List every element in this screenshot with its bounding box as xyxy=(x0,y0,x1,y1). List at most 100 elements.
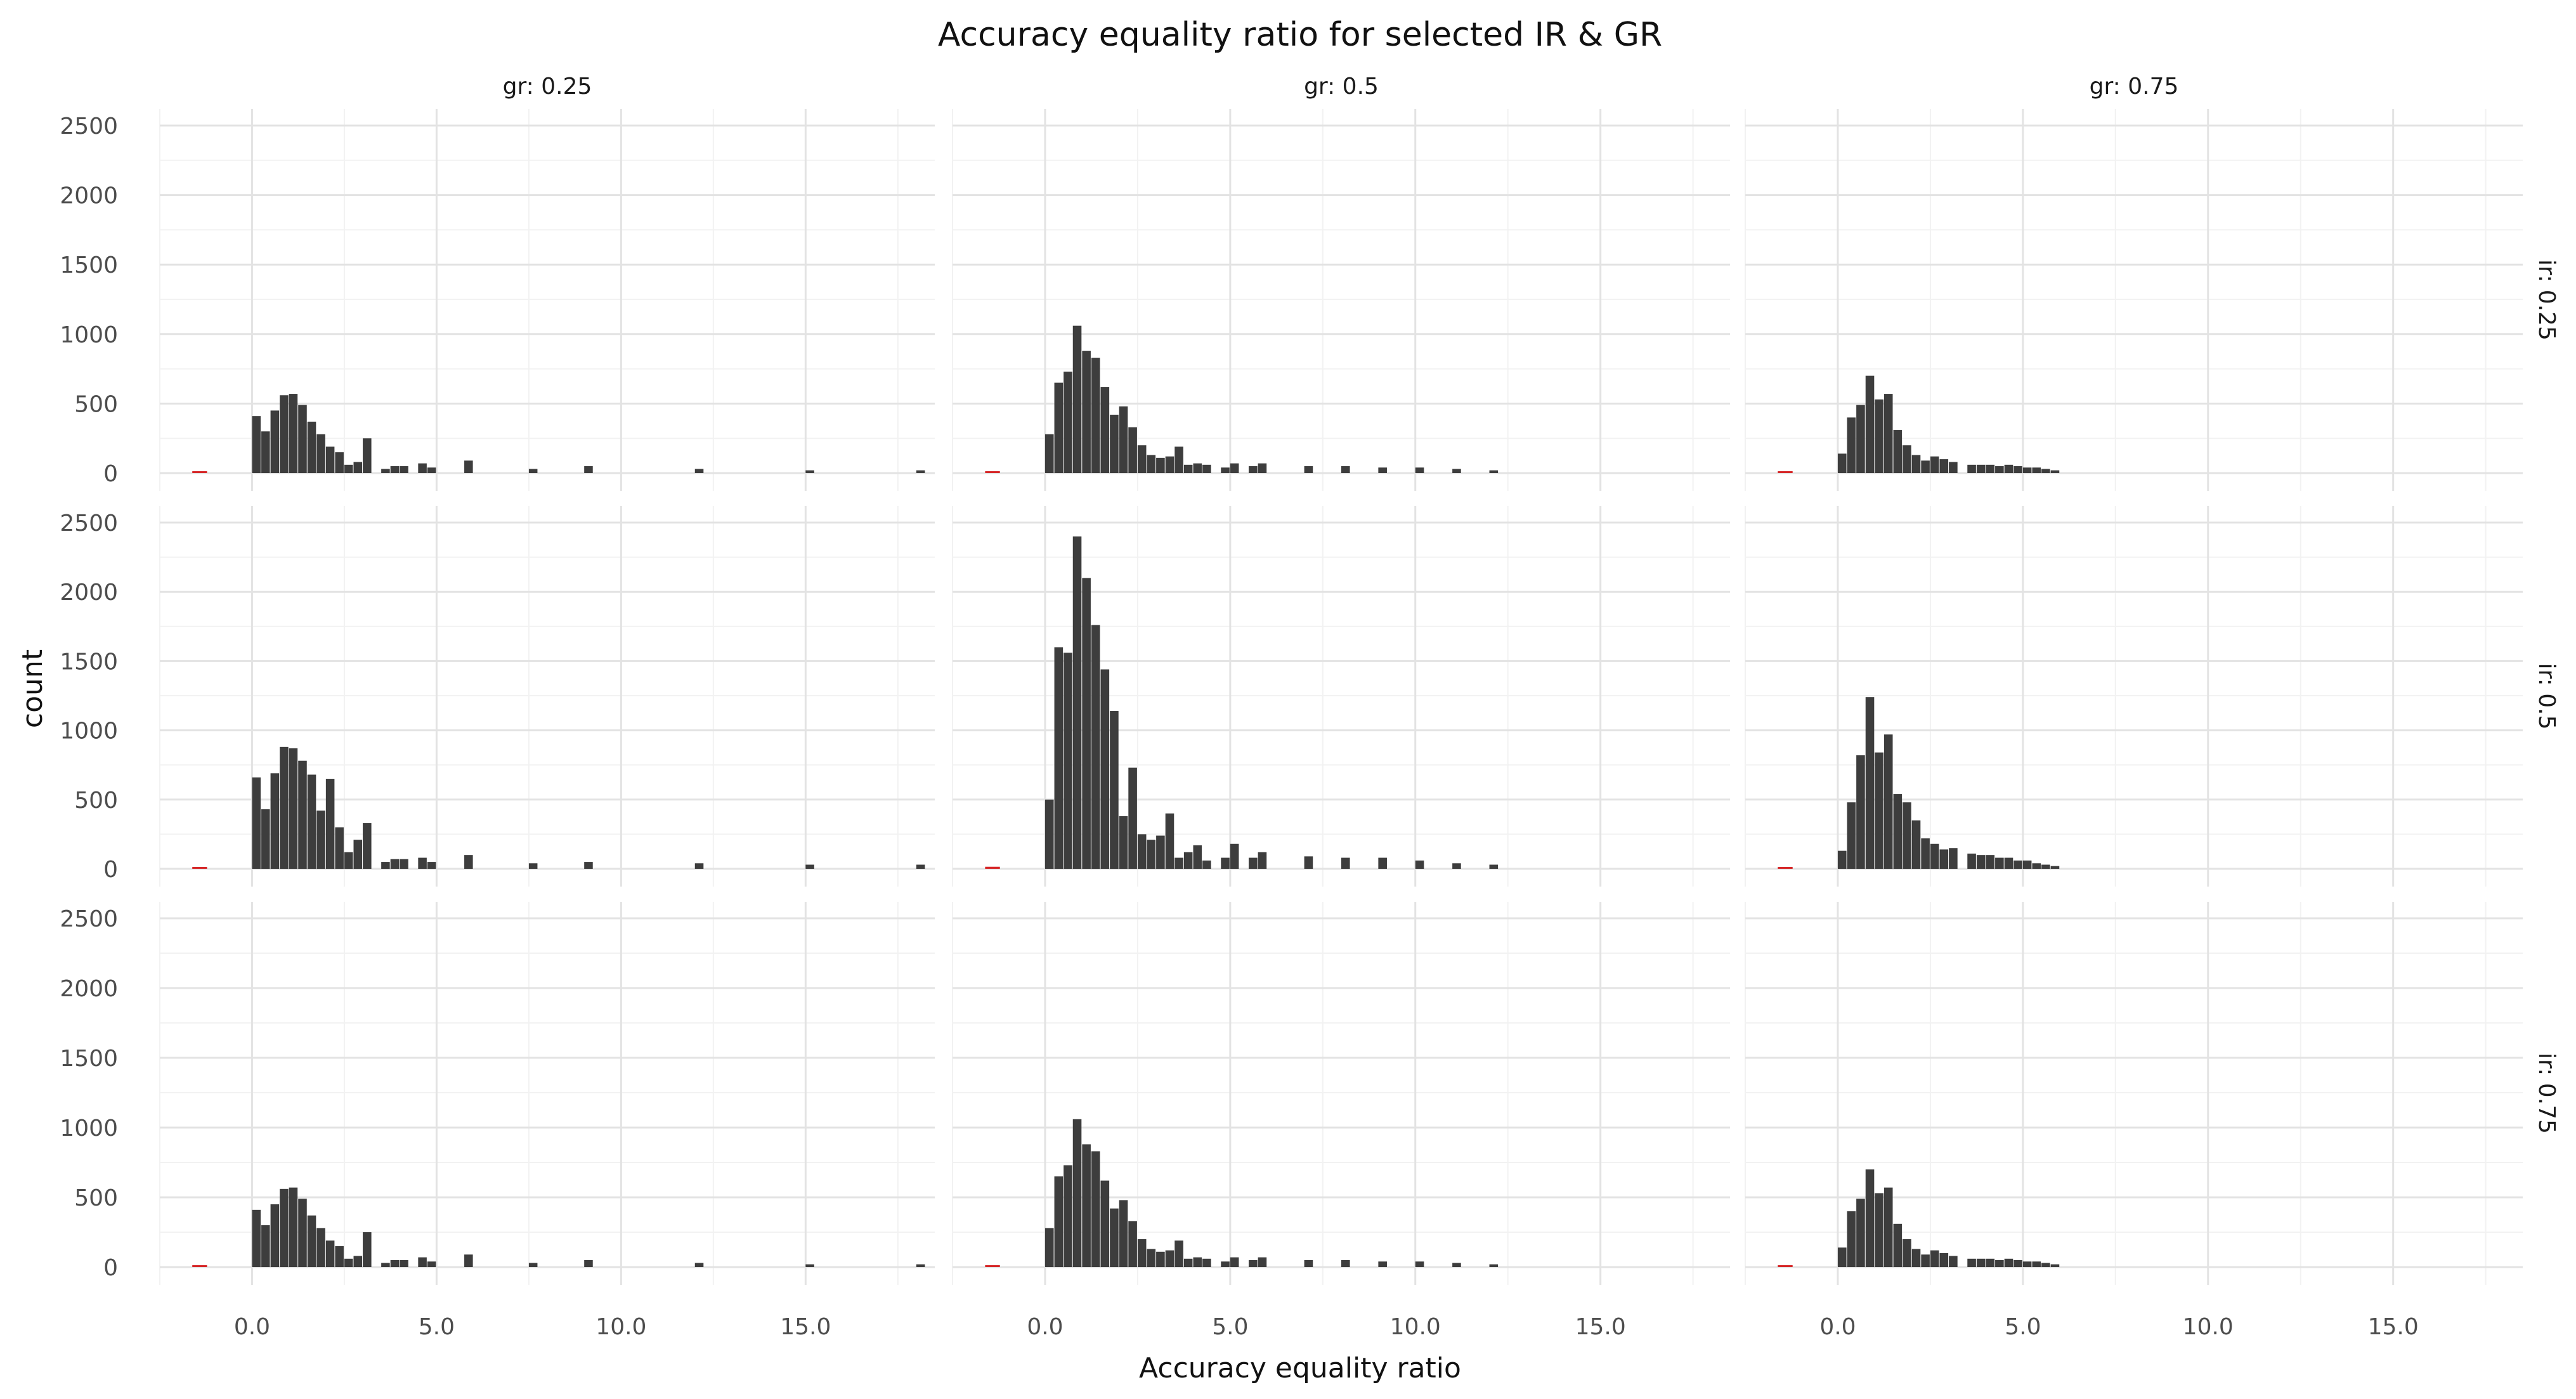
outlier-bar xyxy=(1778,867,1793,869)
histogram-bar xyxy=(381,1263,390,1267)
histogram-bar xyxy=(1174,857,1183,869)
histogram-bar xyxy=(1202,860,1211,869)
chart-title: Accuracy equality ratio for selected IR … xyxy=(938,16,1662,54)
histogram-bar xyxy=(2041,864,2050,869)
histogram-bar xyxy=(390,466,400,473)
histogram-bar xyxy=(1304,466,1313,473)
histogram-bar xyxy=(316,810,325,869)
histogram-bar xyxy=(1489,1264,1499,1267)
histogram-bar xyxy=(335,827,344,869)
histogram-bar xyxy=(1156,835,1165,869)
histogram-bar xyxy=(1865,697,1875,869)
histogram-bar xyxy=(2004,857,2013,869)
histogram-bar xyxy=(270,1204,280,1267)
histogram-bar xyxy=(252,416,261,473)
x-axis-title: Accuracy equality ratio xyxy=(1139,1352,1461,1384)
histogram-bar xyxy=(694,1263,704,1267)
histogram-bar xyxy=(916,470,925,473)
histogram-bar xyxy=(1930,1250,1939,1267)
y-tick-label: 500 xyxy=(74,1185,118,1211)
histogram-bar xyxy=(1091,1151,1100,1267)
histogram-bar xyxy=(1865,375,1875,473)
facet-panel xyxy=(952,109,1730,491)
facet-panel xyxy=(952,902,1730,1285)
histogram-bar xyxy=(1415,860,1424,869)
histogram-bar xyxy=(916,864,925,869)
histogram-bar xyxy=(1110,1208,1119,1267)
histogram-bar xyxy=(1128,1221,1137,1267)
histogram-bar xyxy=(2004,464,2013,473)
histogram-bar xyxy=(1304,856,1313,869)
histogram-bar xyxy=(381,469,390,473)
histogram-bar xyxy=(805,864,814,869)
histogram-bar xyxy=(1949,1256,1958,1267)
histogram-bar xyxy=(1072,536,1082,869)
histogram-bar xyxy=(1258,852,1267,869)
histogram-bar xyxy=(335,452,344,473)
y-tick-label: 2500 xyxy=(60,906,118,932)
histogram-bar xyxy=(1082,351,1091,473)
histogram-bar xyxy=(805,1264,814,1267)
histogram-bar xyxy=(344,852,353,869)
x-tick-label: 5.0 xyxy=(2005,1314,2041,1340)
histogram-bar xyxy=(464,855,473,869)
histogram-bar xyxy=(1995,466,2004,473)
histogram-bar xyxy=(1921,1254,1930,1267)
x-tick-label: 10.0 xyxy=(2183,1314,2234,1340)
histogram-bar xyxy=(1856,405,1865,473)
histogram-bar xyxy=(1082,578,1091,869)
histogram-bar xyxy=(1165,813,1174,869)
histogram-bar xyxy=(1995,1260,2004,1267)
histogram-bar xyxy=(1378,1261,1387,1267)
y-tick-label: 1000 xyxy=(60,1116,118,1142)
column-strip-label: gr: 0.5 xyxy=(1304,74,1379,100)
histogram-bar xyxy=(1986,855,1995,869)
histogram-bar xyxy=(418,857,427,869)
histogram-bar xyxy=(1230,463,1239,473)
histogram-bar xyxy=(1883,1187,1893,1267)
histogram-bar xyxy=(1147,840,1156,869)
histogram-bar xyxy=(1119,406,1128,473)
histogram-bar xyxy=(584,466,593,473)
histogram-bar xyxy=(400,1260,408,1267)
histogram-bar xyxy=(1147,1249,1156,1267)
histogram-bar xyxy=(363,438,372,473)
x-tick-label: 15.0 xyxy=(2368,1314,2419,1340)
histogram-bar xyxy=(1230,843,1239,869)
histogram-bar xyxy=(1837,453,1847,473)
histogram-bar xyxy=(325,446,335,473)
x-tick-label: 10.0 xyxy=(595,1314,646,1340)
histogram-bar xyxy=(1221,467,1230,473)
x-tick-label: 15.0 xyxy=(1575,1314,1626,1340)
histogram-bar xyxy=(1230,1257,1239,1267)
histogram-bar xyxy=(1128,767,1137,869)
histogram-bar xyxy=(1930,843,1939,869)
histogram-bar xyxy=(1304,1260,1313,1267)
histogram-bar xyxy=(1193,1257,1202,1267)
y-tick-label: 1500 xyxy=(60,1046,118,1072)
histogram-bar xyxy=(390,1260,400,1267)
histogram-bar xyxy=(1100,669,1110,869)
histogram-bar xyxy=(1044,434,1054,473)
outlier-bar xyxy=(192,1265,207,1267)
histogram-bar xyxy=(805,470,814,473)
histogram-bar xyxy=(1903,802,1911,869)
histogram-bar xyxy=(694,469,704,473)
histogram-bar xyxy=(1856,755,1865,869)
histogram-bar xyxy=(400,466,408,473)
histogram-bar xyxy=(1054,647,1064,869)
histogram-bar xyxy=(1202,1258,1211,1267)
histogram-bar xyxy=(1939,849,1949,869)
histogram-bar xyxy=(1193,463,1202,473)
y-tick-label: 2000 xyxy=(60,183,118,209)
histogram-bar xyxy=(390,859,400,869)
histogram-bar xyxy=(1054,1176,1064,1267)
histogram-bar xyxy=(1967,853,1976,869)
facet-panel xyxy=(1745,506,2523,887)
histogram-bar xyxy=(1249,857,1258,869)
facet-panels: gr: 0.25 gr: 0.5 gr: 0.75 ir: 0.25 ir: 0.5 ir… xyxy=(60,74,2560,1340)
histogram-bar xyxy=(1156,1251,1165,1267)
histogram-bar xyxy=(289,394,298,473)
histogram-bar xyxy=(1174,446,1183,473)
